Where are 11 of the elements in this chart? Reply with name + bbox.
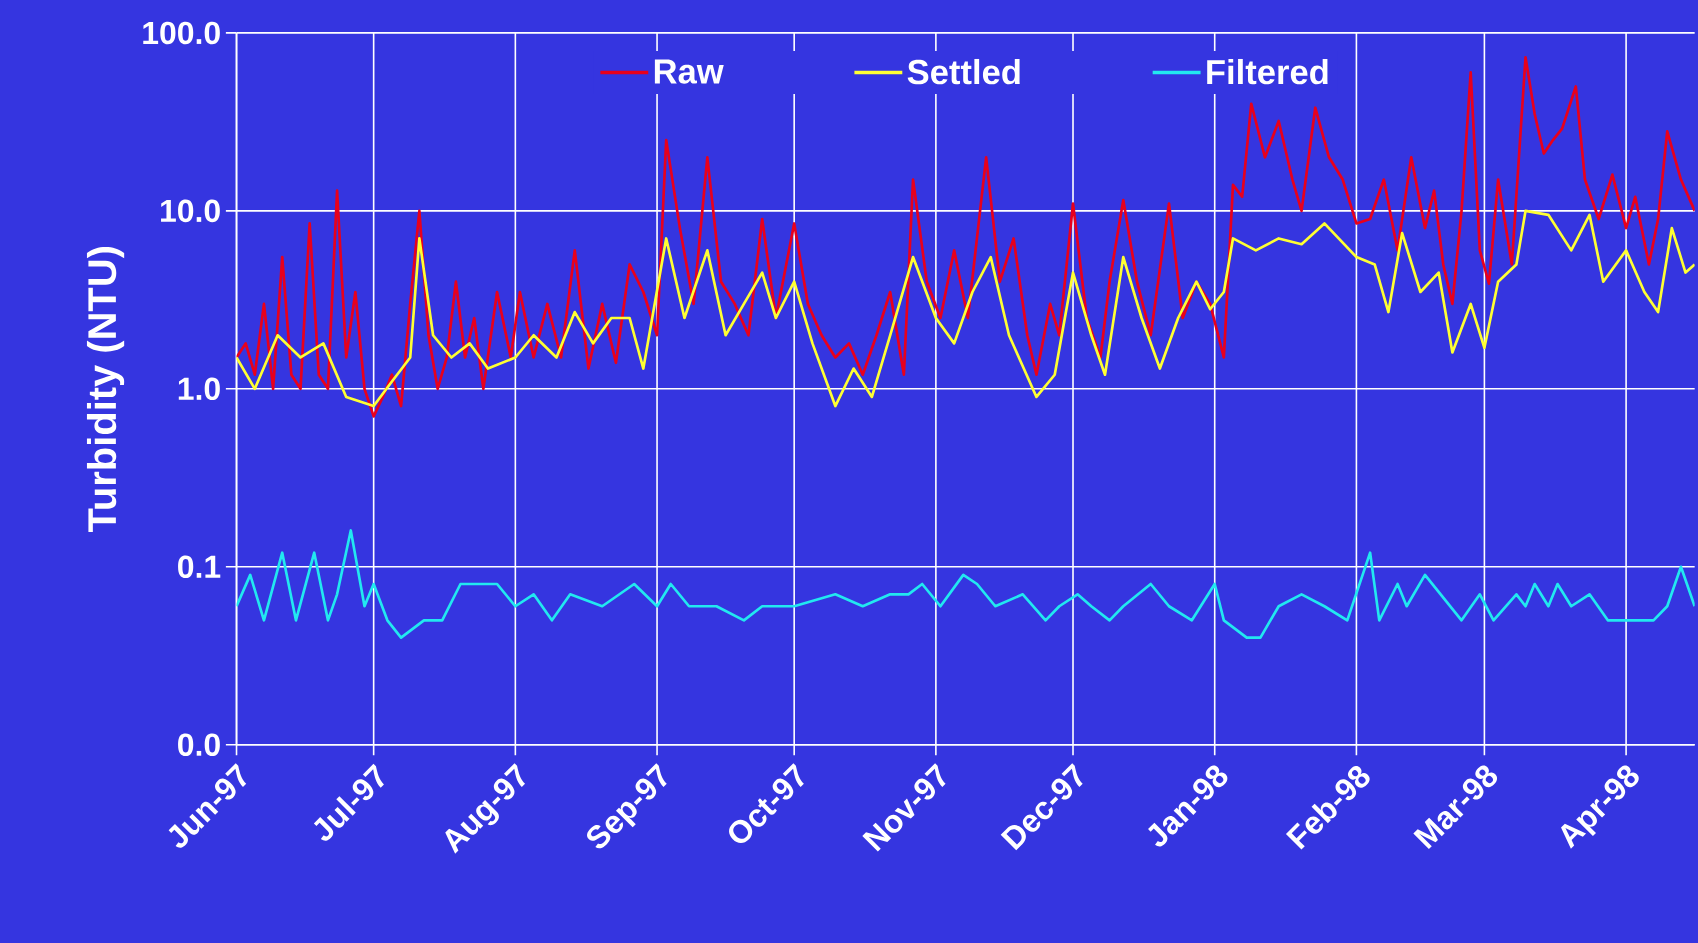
y-tick-label: 0.0	[178, 733, 220, 757]
legend-label: Raw	[654, 59, 724, 84]
y-axis-title: Turbidity (NTU)	[86, 247, 125, 533]
y-tick-label: 1.0	[178, 377, 220, 401]
y-tick-label: 0.1	[178, 555, 221, 579]
line-series	[236, 55, 1695, 418]
y-tick-label: 10.0	[161, 199, 220, 223]
y-tick-label: 100.0	[143, 21, 220, 45]
line-series	[236, 209, 1695, 408]
legend-label: Filtered	[1207, 59, 1328, 85]
legend-label: Settled	[907, 59, 1020, 85]
